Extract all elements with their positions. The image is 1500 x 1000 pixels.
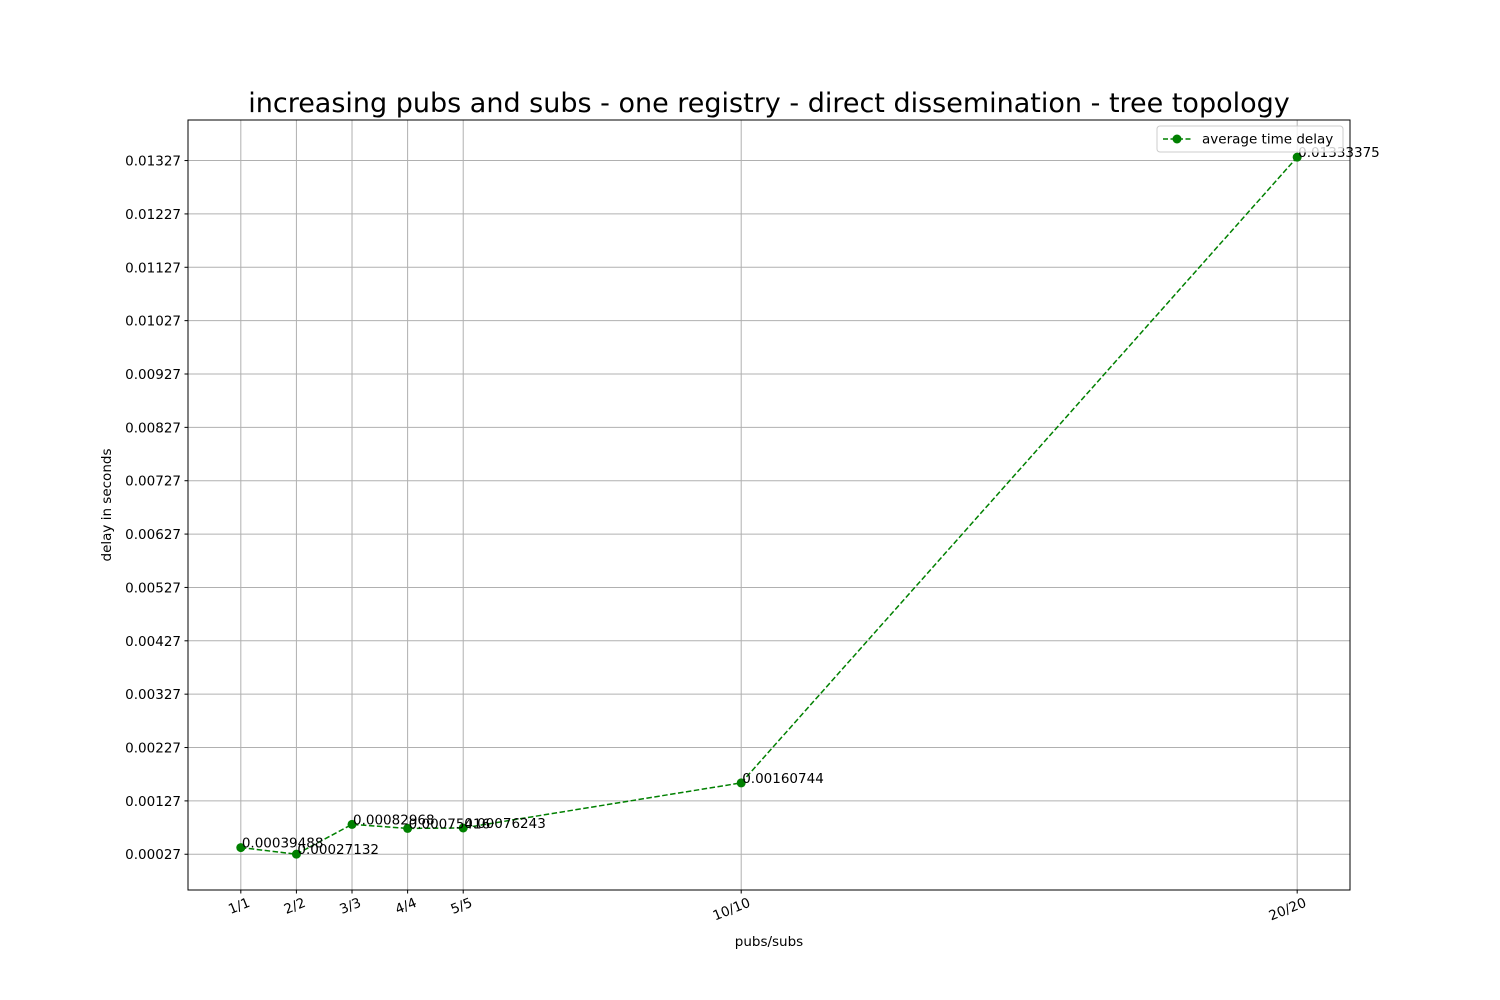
data-point bbox=[403, 823, 413, 833]
y-tick-label: 0.01327 bbox=[125, 154, 181, 170]
y-tick-label: 0.00927 bbox=[125, 367, 181, 383]
legend-label: average time delay bbox=[1202, 132, 1333, 148]
y-tick-label: 0.00827 bbox=[125, 420, 181, 436]
y-tick-label: 0.00527 bbox=[125, 580, 181, 596]
y-axis-label: delay in seconds bbox=[99, 449, 115, 562]
x-axis-label: pubs/subs bbox=[735, 934, 803, 950]
data-point bbox=[1292, 152, 1302, 162]
data-point-label: 0.00027132 bbox=[297, 842, 379, 858]
y-tick-label: 0.01227 bbox=[125, 207, 181, 223]
x-tick-label: 3/3 bbox=[337, 895, 363, 918]
x-tick-label: 4/4 bbox=[393, 895, 419, 918]
y-tick-label: 0.00627 bbox=[125, 527, 181, 543]
data-point bbox=[347, 819, 357, 829]
legend-marker bbox=[1172, 134, 1182, 144]
legend-frame bbox=[1156, 125, 1344, 153]
y-tick-label: 0.00027 bbox=[125, 847, 181, 863]
y-tick-label: 0.00127 bbox=[125, 794, 181, 810]
x-axis: 1/1 2/2 3/3 4/4 5/5 10/10 20/20 bbox=[226, 890, 1309, 924]
series-line bbox=[240, 156, 1298, 855]
y-tick-label: 0.01027 bbox=[125, 314, 181, 330]
y-tick-label: 0.00427 bbox=[125, 634, 181, 650]
data-point-label: 0.00075416 bbox=[409, 816, 491, 832]
data-point-label: 0.00076243 bbox=[464, 816, 546, 832]
plot-frame bbox=[187, 119, 1351, 891]
y-tick-label: 0.00227 bbox=[125, 741, 181, 757]
data-point bbox=[236, 843, 246, 853]
y-tick-label: 0.00727 bbox=[125, 474, 181, 490]
y-axis: 0.00027 0.00127 0.00227 0.00327 0.00427 0.005… bbox=[125, 154, 188, 863]
x-tick-label: 5/5 bbox=[449, 895, 475, 918]
chart-title: increasing pubs and subs - one registry … bbox=[248, 88, 1290, 119]
data-point bbox=[736, 778, 746, 788]
x-tick-label: 20/20 bbox=[1267, 895, 1309, 924]
data-point-label: 0.00082968 bbox=[353, 812, 435, 828]
data-point bbox=[291, 849, 301, 859]
data-point-label: 0.00160744 bbox=[742, 771, 824, 787]
x-tick-label: 10/10 bbox=[711, 895, 753, 924]
x-tick-label: 2/2 bbox=[282, 895, 308, 918]
y-tick-label: 0.01127 bbox=[125, 260, 181, 276]
y-tick-label: 0.00327 bbox=[125, 687, 181, 703]
x-tick-label: 1/1 bbox=[226, 895, 252, 918]
data-point bbox=[458, 823, 468, 833]
grid bbox=[188, 120, 1350, 890]
legend: average time delay bbox=[1156, 125, 1344, 153]
data-point-label: 0.00039488 bbox=[242, 836, 324, 852]
series-layer bbox=[236, 152, 1302, 859]
